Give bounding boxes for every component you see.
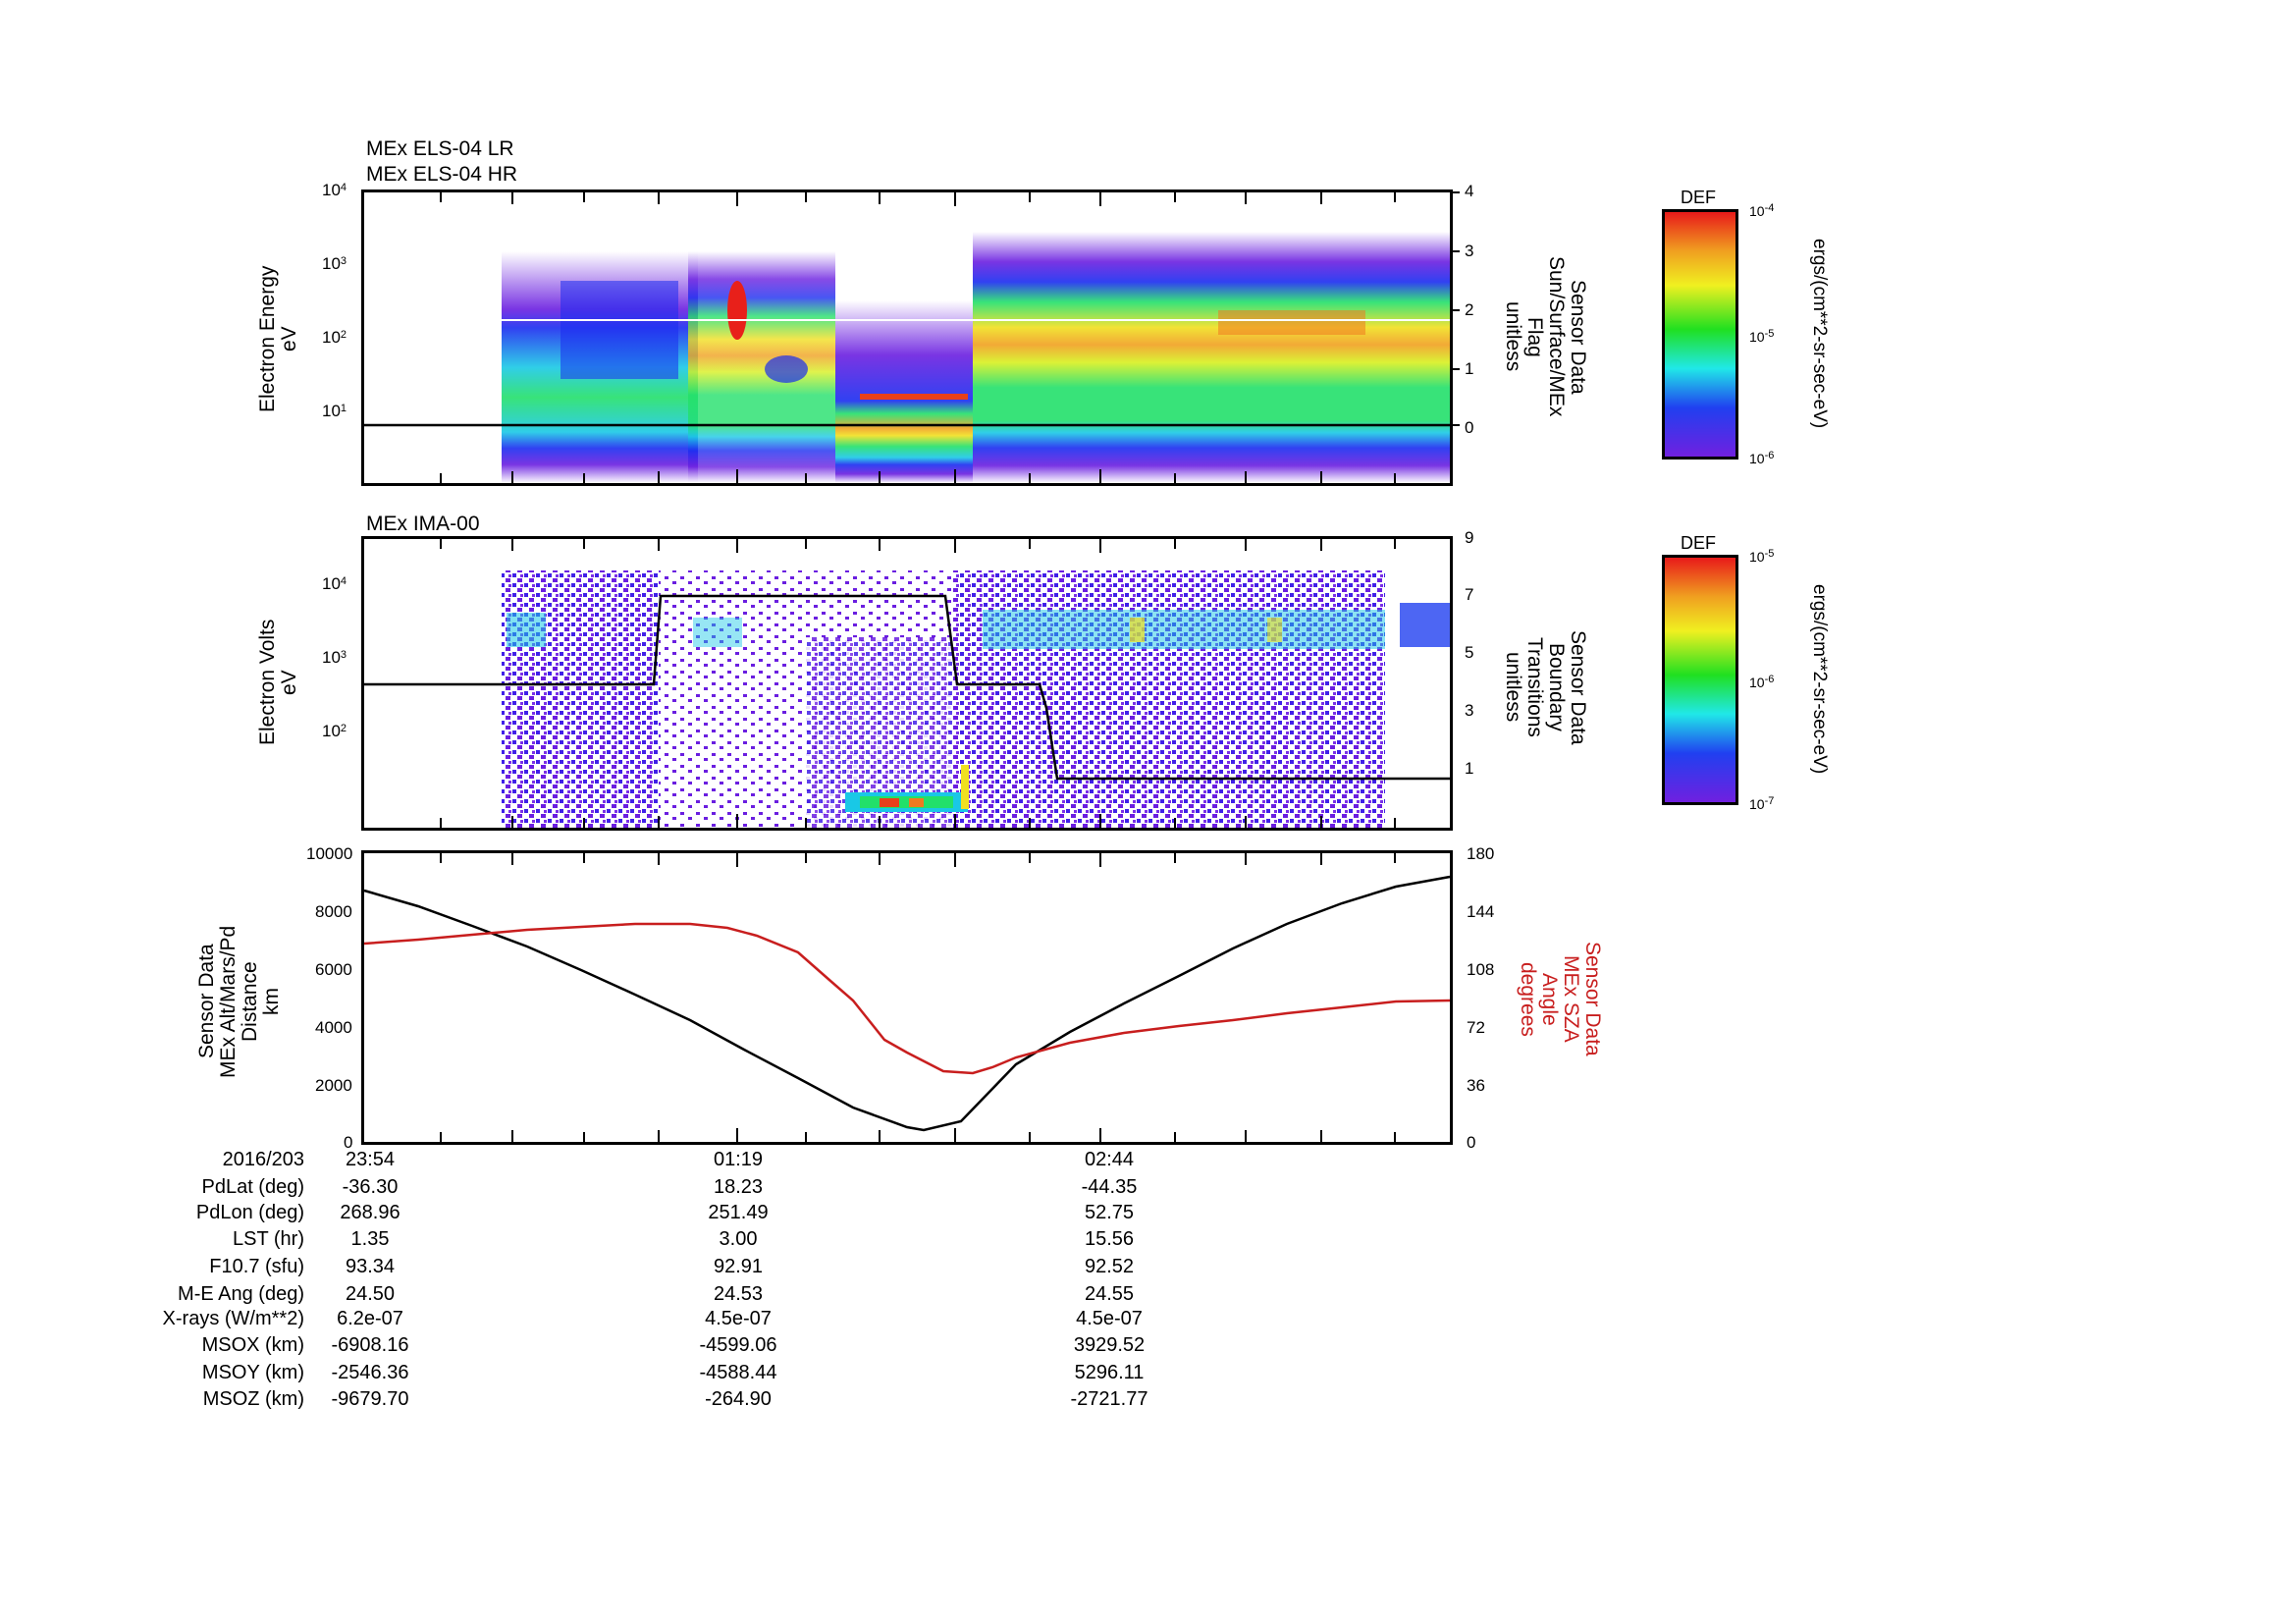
info-value: 24.53 xyxy=(713,1283,764,1305)
info-value: 93.34 xyxy=(345,1256,396,1277)
panel2-boundary-line xyxy=(364,594,1450,781)
panel1-ytick-1e2: 102 xyxy=(322,328,347,347)
info-label-me-ang: M-E Ang (deg) xyxy=(178,1283,304,1305)
colorbar2-mid: 10-6 xyxy=(1749,674,1775,690)
panel2-y2tick-9: 9 xyxy=(1465,528,1474,547)
panel2-ytick-1e4: 104 xyxy=(322,574,347,593)
info-value: -2546.36 xyxy=(331,1362,409,1383)
info-value: -264.90 xyxy=(705,1388,772,1410)
panel3-ytick-0: 0 xyxy=(344,1133,353,1152)
info-value: 3.00 xyxy=(719,1228,758,1250)
info-time-2: 02:44 xyxy=(1084,1149,1135,1170)
info-value: -44.35 xyxy=(1081,1176,1138,1198)
panel2-y2tick-5: 5 xyxy=(1465,643,1474,662)
info-value: 24.55 xyxy=(1084,1283,1135,1305)
panel1-y2tick-0: 0 xyxy=(1465,418,1474,437)
info-value: -4588.44 xyxy=(699,1362,777,1383)
panel3-y2tick-72: 72 xyxy=(1467,1018,1485,1037)
panel1-ytick-1e3: 103 xyxy=(322,254,347,273)
colorbar2 xyxy=(1662,555,1738,805)
info-value: 4.5e-07 xyxy=(705,1308,772,1329)
sza-line xyxy=(363,922,1451,1075)
colorbar2-min: 10-7 xyxy=(1749,795,1775,812)
panel2-y2label: Sensor Data Boundary Transitions unitless xyxy=(1502,629,1589,745)
info-label-pdlat: PdLat (deg) xyxy=(201,1176,304,1198)
info-label-f107: F10.7 (sfu) xyxy=(209,1256,304,1277)
info-value: -9679.70 xyxy=(331,1388,409,1410)
altitude-line xyxy=(363,875,1451,1132)
panel1-ylabel: Electron Energy eV xyxy=(256,265,300,412)
panel1-spectrogram-graphic xyxy=(364,191,1460,483)
info-value: 6.2e-07 xyxy=(337,1308,403,1329)
panel2-y2tick-7: 7 xyxy=(1465,585,1474,604)
panel2-spectrogram-graphic xyxy=(364,539,1450,828)
info-value: 18.23 xyxy=(713,1176,764,1198)
panel1-y2tick-1: 1 xyxy=(1465,359,1474,378)
panel3-y2tick-0: 0 xyxy=(1467,1133,1476,1152)
info-label-lst: LST (hr) xyxy=(233,1228,304,1250)
colorbar1-max: 10-4 xyxy=(1749,202,1775,219)
colorbar1 xyxy=(1662,209,1738,460)
panel3-lineplot xyxy=(361,850,1453,1145)
info-label-xrays: X-rays (W/m**2) xyxy=(162,1308,304,1329)
colorbar2-units: ergs/(cm**2-sr-sec-eV) xyxy=(1809,584,1830,775)
panel3-lineplot-graphic xyxy=(363,853,1451,1142)
panel1-spectrogram xyxy=(361,189,1460,486)
info-label-pdlon: PdLon (deg) xyxy=(195,1202,304,1223)
info-time-1: 01:19 xyxy=(713,1149,764,1170)
panel2-y2tick-3: 3 xyxy=(1465,701,1474,720)
info-value: 5296.11 xyxy=(1074,1362,1145,1383)
info-label-msoy: MSOY (km) xyxy=(201,1362,304,1383)
colorbar1-min: 10-6 xyxy=(1749,450,1775,466)
info-value: 251.49 xyxy=(708,1202,769,1223)
panel3-y2label: Sensor Data MEx SZA Angle degrees xyxy=(1517,942,1604,1056)
info-time-0: 23:54 xyxy=(345,1149,396,1170)
info-value: 92.52 xyxy=(1084,1256,1135,1277)
colorbar1-title: DEF xyxy=(1681,188,1716,207)
colorbar2-max: 10-5 xyxy=(1749,548,1775,565)
panel1-title-lr: MEx ELS-04 LR xyxy=(366,137,514,160)
panel3-y2tick-36: 36 xyxy=(1467,1076,1485,1095)
info-value: 4.5e-07 xyxy=(1076,1308,1143,1329)
panel3-ytick-8000: 8000 xyxy=(315,902,352,921)
info-value: 52.75 xyxy=(1084,1202,1135,1223)
panel3-ylabel: Sensor Data MEx Alt/Mars/Pd Distance km xyxy=(195,925,283,1078)
colorbar2-title: DEF xyxy=(1681,533,1716,553)
info-value: 92.91 xyxy=(713,1256,764,1277)
panel2-spectrogram xyxy=(361,536,1453,831)
info-value: -2721.77 xyxy=(1070,1388,1148,1410)
panel3-ytick-6000: 6000 xyxy=(315,960,352,979)
panel2-title: MEx IMA-00 xyxy=(366,513,480,535)
panel2-ytick-1e3: 103 xyxy=(322,648,347,667)
panel3-y2tick-144: 144 xyxy=(1467,902,1495,921)
panel2-ylabel: Electron Volts eV xyxy=(256,619,300,746)
info-value: -6908.16 xyxy=(331,1334,409,1356)
info-value: 1.35 xyxy=(350,1228,390,1250)
info-value: 268.96 xyxy=(340,1202,400,1223)
panel2-y2tick-1: 1 xyxy=(1465,759,1474,778)
info-label-msoz: MSOZ (km) xyxy=(202,1388,304,1410)
panel2-ytick-1e2: 102 xyxy=(322,722,347,740)
panel3-ytick-4000: 4000 xyxy=(315,1018,352,1037)
info-value: -4599.06 xyxy=(699,1334,777,1356)
panel1-ytick-1e1: 101 xyxy=(322,402,347,420)
panel1-title-hr: MEx ELS-04 HR xyxy=(366,163,518,186)
colorbar1-mid: 10-5 xyxy=(1749,328,1775,345)
panel1-y2tick-3: 3 xyxy=(1465,242,1474,260)
panel3-ytick-10000: 10000 xyxy=(306,844,353,863)
panel3-y2tick-108: 108 xyxy=(1467,960,1495,979)
info-value: 24.50 xyxy=(345,1283,396,1305)
info-value: -36.30 xyxy=(342,1176,399,1198)
info-date: 2016/203 xyxy=(222,1149,304,1170)
panel1-ytick-1e4: 104 xyxy=(322,181,347,199)
info-value: 3929.52 xyxy=(1073,1334,1146,1356)
panel3-ytick-2000: 2000 xyxy=(315,1076,352,1095)
panel3-y2tick-180: 180 xyxy=(1467,844,1495,863)
panel1-y2tick-4: 4 xyxy=(1465,182,1474,200)
panel1-y2label: Sensor Data Sun/Surface/MEx Flag unitless xyxy=(1502,256,1589,417)
colorbar1-units: ergs/(cm**2-sr-sec-eV) xyxy=(1809,239,1830,429)
info-value: 15.56 xyxy=(1084,1228,1135,1250)
panel1-y2tick-2: 2 xyxy=(1465,300,1474,319)
info-label-msox: MSOX (km) xyxy=(201,1334,304,1356)
